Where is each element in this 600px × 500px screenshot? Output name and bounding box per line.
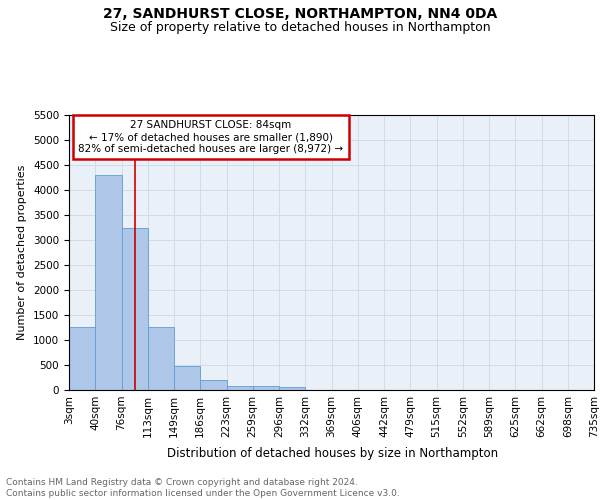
Bar (253, 386, 279, 390)
Bar (121, 228, 148, 390)
Text: 27, SANDHURST CLOSE, NORTHAMPTON, NN4 0DA: 27, SANDHURST CLOSE, NORTHAMPTON, NN4 0D… (103, 8, 497, 22)
Bar (148, 326, 174, 390)
Text: Distribution of detached houses by size in Northampton: Distribution of detached houses by size … (167, 448, 499, 460)
Text: 27 SANDHURST CLOSE: 84sqm
← 17% of detached houses are smaller (1,890)
82% of se: 27 SANDHURST CLOSE: 84sqm ← 17% of detac… (78, 120, 343, 154)
Text: Contains HM Land Registry data © Crown copyright and database right 2024.
Contai: Contains HM Land Registry data © Crown c… (6, 478, 400, 498)
Bar (174, 366, 200, 390)
Y-axis label: Number of detached properties: Number of detached properties (17, 165, 28, 340)
Bar (95, 175, 121, 390)
Bar (200, 380, 227, 390)
Text: Size of property relative to detached houses in Northampton: Size of property relative to detached ho… (110, 21, 490, 34)
Bar (69, 327, 95, 390)
Bar (279, 387, 305, 390)
Bar (227, 386, 253, 390)
